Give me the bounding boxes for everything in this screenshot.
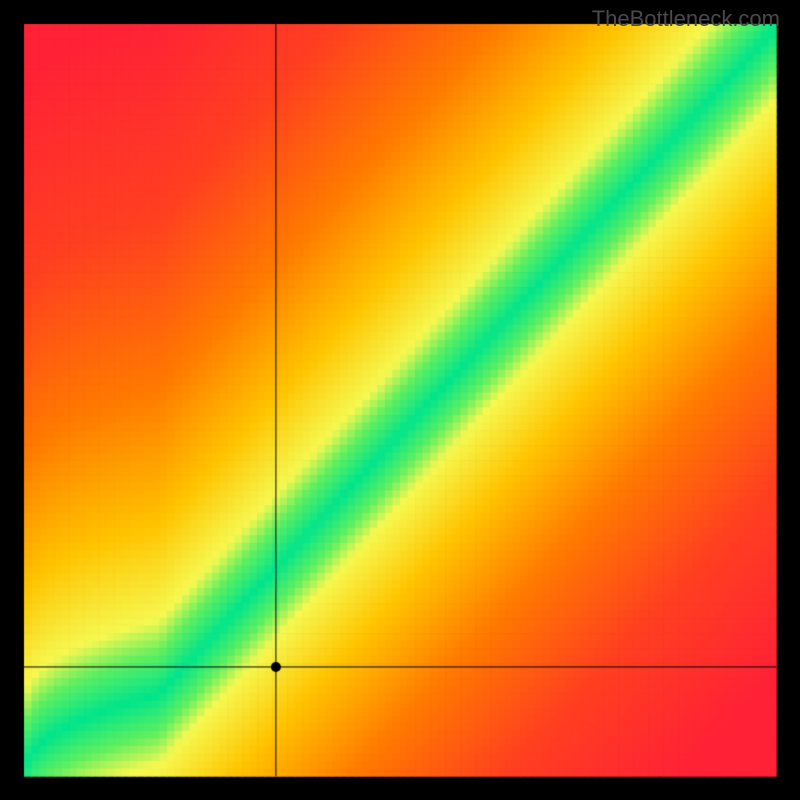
chart-container: TheBottleneck.com (0, 0, 800, 800)
bottleneck-heatmap-canvas (0, 0, 800, 800)
watermark-text: TheBottleneck.com (592, 6, 780, 32)
